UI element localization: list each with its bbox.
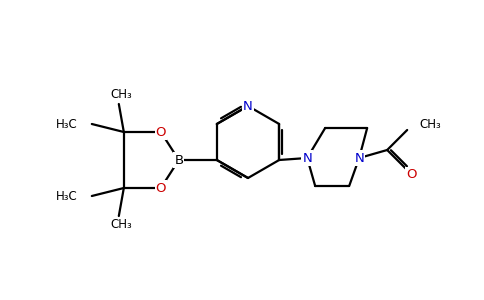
Text: B: B <box>174 154 183 166</box>
Text: CH₃: CH₃ <box>110 218 132 232</box>
Text: O: O <box>155 182 166 194</box>
Text: N: N <box>354 152 364 164</box>
Text: CH₃: CH₃ <box>419 118 441 130</box>
Text: H₃C: H₃C <box>56 190 78 202</box>
Text: H₃C: H₃C <box>56 118 78 130</box>
Text: N: N <box>302 152 312 164</box>
Text: N: N <box>243 100 253 112</box>
Text: O: O <box>155 125 166 139</box>
Text: O: O <box>406 169 416 182</box>
Text: CH₃: CH₃ <box>110 88 132 101</box>
